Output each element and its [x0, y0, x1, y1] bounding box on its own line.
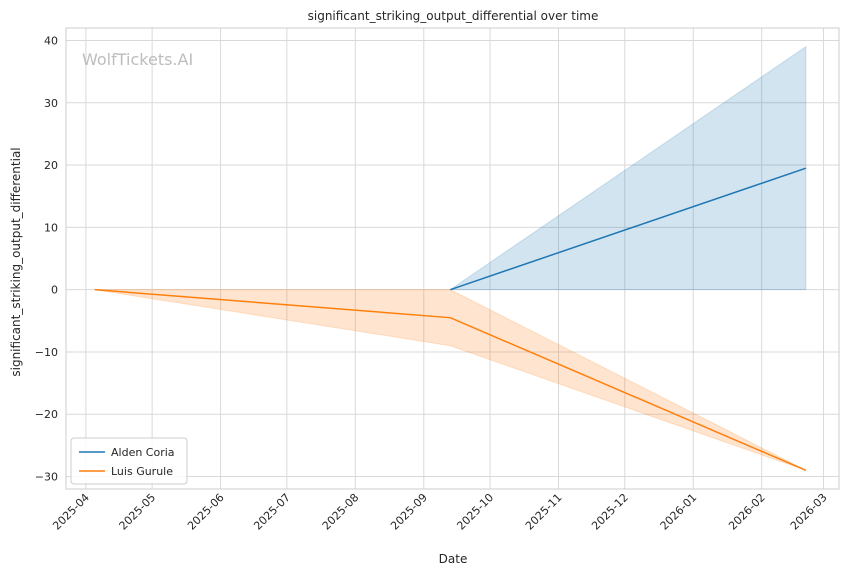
y-tick-label: −10 — [35, 346, 58, 359]
confidence-band-alden-coria — [448, 45, 807, 291]
x-axis-title: Date — [439, 552, 468, 566]
y-tick-label: 40 — [44, 34, 58, 47]
series-lines — [94, 167, 807, 472]
x-tick-label: 2025-09 — [388, 491, 430, 533]
legend-label-luis-gurule: Luis Gurule — [111, 465, 173, 478]
chart-title: significant_striking_output_differential… — [308, 9, 599, 23]
y-tick-label: 10 — [44, 221, 58, 234]
confidence-band-luis-gurule — [94, 289, 807, 471]
plot-frame — [65, 27, 840, 490]
x-tick-label: 2025-11 — [523, 491, 565, 533]
y-tick-label: −20 — [35, 408, 58, 421]
y-tick-label: 20 — [44, 159, 58, 172]
x-tick-label: 2025-05 — [117, 491, 159, 533]
x-tick-label: 2025-06 — [185, 491, 227, 533]
y-axis-title: significant_striking_output_differential — [9, 147, 23, 376]
x-tick-label: 2025-07 — [251, 491, 293, 533]
y-tick-labels: −30 −20 −10 0 10 20 30 40 — [35, 34, 58, 483]
x-tick-labels: 2025-04 2025-05 2025-06 2025-07 2025-08 2025-… — [50, 491, 829, 533]
legend-label-alden-coria: Alden Coria — [111, 446, 175, 459]
x-tick-label: 2025-12 — [589, 491, 631, 533]
x-tick-label: 2025-10 — [454, 491, 496, 533]
x-tick-label: 2026-03 — [788, 491, 830, 533]
confidence-bands — [94, 45, 807, 471]
grid — [66, 28, 839, 489]
x-tick-label: 2025-08 — [320, 491, 362, 533]
y-tick-label: 0 — [51, 284, 58, 297]
x-tick-label: 2026-01 — [658, 491, 700, 533]
legend-box — [70, 437, 188, 485]
legend: Alden Coria Luis Gurule — [70, 437, 188, 485]
x-tick-label: 2025-04 — [50, 491, 92, 533]
y-tick-label: −30 — [35, 471, 58, 484]
y-tick-label: 30 — [44, 97, 58, 110]
series-line-luis-gurule — [94, 288, 807, 472]
x-tick-label: 2026-02 — [726, 491, 768, 533]
series-line-alden-coria — [450, 167, 807, 291]
watermark: WolfTickets.AI — [82, 50, 193, 69]
